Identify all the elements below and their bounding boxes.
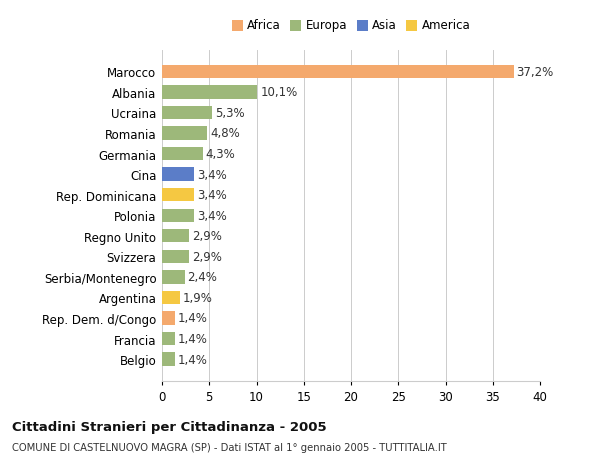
Text: 4,3%: 4,3%: [205, 148, 235, 161]
Text: 3,4%: 3,4%: [197, 168, 227, 181]
Text: 37,2%: 37,2%: [517, 66, 554, 78]
Bar: [162, 127, 208, 140]
Bar: [162, 312, 175, 325]
Text: 3,4%: 3,4%: [197, 209, 227, 222]
Bar: [162, 209, 194, 223]
Text: 1,9%: 1,9%: [183, 291, 212, 304]
Bar: [162, 189, 194, 202]
Bar: [162, 291, 180, 304]
Text: 2,9%: 2,9%: [192, 250, 222, 263]
Text: Cittadini Stranieri per Cittadinanza - 2005: Cittadini Stranieri per Cittadinanza - 2…: [12, 420, 326, 433]
Bar: [162, 332, 175, 346]
Text: 10,1%: 10,1%: [260, 86, 298, 99]
Text: 2,9%: 2,9%: [192, 230, 222, 243]
Text: 4,8%: 4,8%: [210, 127, 240, 140]
Bar: [162, 86, 257, 99]
Bar: [162, 147, 203, 161]
Legend: Africa, Europa, Asia, America: Africa, Europa, Asia, America: [229, 17, 473, 34]
Bar: [162, 230, 190, 243]
Text: 5,3%: 5,3%: [215, 106, 245, 120]
Text: 1,4%: 1,4%: [178, 332, 208, 345]
Text: 1,4%: 1,4%: [178, 353, 208, 366]
Text: 1,4%: 1,4%: [178, 312, 208, 325]
Bar: [162, 271, 185, 284]
Text: 3,4%: 3,4%: [197, 189, 227, 202]
Bar: [162, 168, 194, 181]
Bar: [162, 353, 175, 366]
Bar: [162, 66, 514, 79]
Text: COMUNE DI CASTELNUOVO MAGRA (SP) - Dati ISTAT al 1° gennaio 2005 - TUTTITALIA.IT: COMUNE DI CASTELNUOVO MAGRA (SP) - Dati …: [12, 442, 447, 452]
Bar: [162, 250, 190, 263]
Text: 2,4%: 2,4%: [188, 271, 217, 284]
Bar: [162, 106, 212, 120]
